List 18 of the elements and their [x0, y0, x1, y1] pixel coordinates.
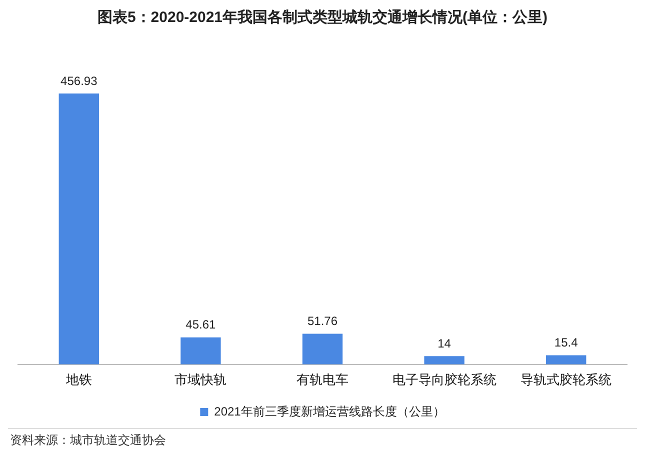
- text: 资料来源：城市轨道交通协会: [8, 428, 637, 449]
- x-tick-label: 市域快轨: [174, 372, 227, 387]
- bar: [302, 334, 343, 364]
- bar: [180, 337, 221, 364]
- x-tick-label: 导轨式胶轮系统: [520, 372, 612, 387]
- legend-label: 2021年前三季度新增运营线路长度（公里）: [214, 404, 445, 418]
- bar: [58, 94, 99, 364]
- chart-title: 图表5：2020-2021年我国各制式类型城轨交通增长情况(单位：公里): [96, 8, 549, 28]
- data-label: 15.4: [554, 336, 578, 350]
- data-label: 51.76: [307, 314, 338, 328]
- bar: [424, 356, 464, 364]
- x-tick-label: 有轨电车: [296, 372, 348, 387]
- data-label: 456.93: [60, 74, 98, 88]
- data-label: 45.61: [186, 318, 216, 332]
- data-label: 14: [438, 336, 452, 350]
- x-tick-label: 电子导向胶轮系统: [392, 372, 496, 387]
- x-tick-label: 地铁: [64, 372, 92, 387]
- bar: [546, 355, 586, 364]
